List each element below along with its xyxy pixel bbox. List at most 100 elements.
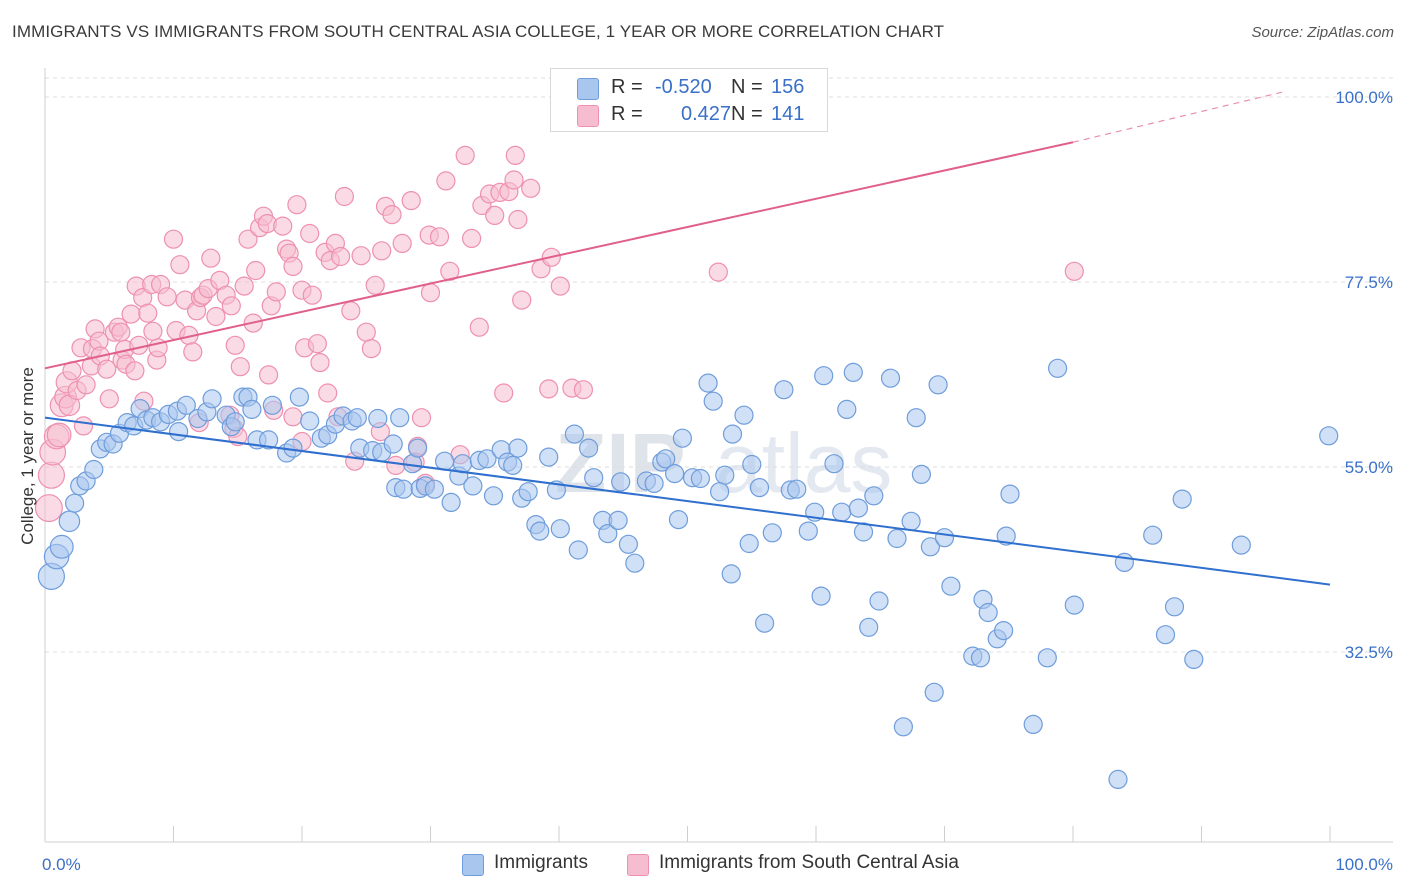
data-point [824, 454, 844, 474]
data-point [668, 509, 689, 530]
pink-swatch [627, 854, 649, 876]
data-point [1231, 535, 1251, 555]
data-point [477, 449, 497, 469]
data-point [334, 186, 354, 207]
data-point [382, 205, 402, 225]
data-point [401, 191, 421, 211]
data-point [225, 335, 245, 355]
data-point [393, 479, 414, 499]
data-point [1064, 261, 1084, 281]
data-point [911, 464, 932, 484]
data-point [721, 564, 741, 584]
data-point [749, 478, 770, 498]
blue-series-points [37, 358, 1339, 790]
data-point [435, 451, 455, 471]
data-point [573, 380, 594, 400]
data-point [73, 416, 94, 436]
data-point [341, 301, 361, 321]
data-point [58, 510, 81, 533]
correlation-legend: R = -0.520 N = 156 R = 0.427 N = 141 [550, 68, 828, 132]
n-label: N = [731, 103, 763, 125]
data-point [266, 282, 286, 302]
data-point [1047, 358, 1068, 378]
data-point [832, 502, 852, 522]
data-point [183, 342, 203, 362]
x-tick-label-min: 0.0% [42, 855, 81, 874]
data-point [906, 408, 926, 428]
data-point [351, 246, 371, 266]
data-point [568, 540, 588, 560]
data-point [234, 276, 254, 296]
data-point [386, 455, 406, 475]
y-tick-label: 55.0% [1345, 458, 1393, 477]
data-point [347, 408, 367, 428]
data-point [441, 492, 461, 512]
data-point [715, 465, 735, 485]
data-point [864, 486, 884, 506]
blue-swatch [577, 78, 599, 100]
data-point [170, 255, 190, 275]
data-point [392, 233, 412, 253]
data-point [941, 576, 961, 596]
data-point [238, 229, 258, 249]
n-value: 141 [771, 103, 805, 125]
data-point [34, 494, 63, 523]
data-point [143, 321, 163, 341]
data-point [512, 290, 532, 310]
data-point [893, 717, 914, 737]
data-point [664, 464, 685, 484]
data-point [859, 617, 879, 637]
data-point [920, 537, 941, 557]
data-point [1143, 525, 1163, 545]
data-point [672, 428, 693, 448]
data-point [625, 553, 645, 573]
data-point [300, 411, 320, 431]
data-point [578, 438, 599, 458]
data-point [996, 526, 1016, 546]
data-point [734, 405, 754, 425]
data-point [504, 170, 524, 190]
data-point [424, 479, 444, 499]
data-point [1155, 625, 1176, 645]
data-point [848, 498, 869, 518]
data-point [618, 534, 639, 554]
data-point [754, 613, 775, 633]
y-axis-title: College, 1 year or more [18, 367, 37, 545]
data-point [564, 424, 585, 444]
n-label: N = [731, 76, 763, 98]
data-point [202, 389, 222, 409]
data-point [390, 408, 410, 428]
data-point [283, 407, 303, 427]
data-point [97, 359, 117, 379]
data-point [453, 454, 473, 474]
data-point [539, 379, 559, 399]
data-point [287, 195, 307, 215]
data-point [1184, 649, 1204, 670]
data-point [225, 412, 245, 432]
data-point [99, 389, 119, 409]
data-point [598, 523, 618, 544]
data-point [372, 241, 392, 261]
data-point [530, 521, 550, 541]
y-tick-label: 77.5% [1345, 273, 1393, 292]
data-point [811, 586, 831, 606]
data-point [356, 322, 376, 342]
data-point [762, 523, 782, 543]
data-point [508, 209, 528, 230]
data-point [138, 303, 158, 323]
data-point [49, 534, 74, 559]
data-point [814, 366, 834, 386]
x-tick-label-max: 100.0% [1335, 855, 1393, 874]
data-point [843, 362, 863, 382]
data-point [698, 373, 718, 393]
y-tick-label: 100.0% [1335, 88, 1393, 107]
data-point [1023, 714, 1043, 735]
blue-swatch [462, 854, 484, 876]
r-value: 0.427 [681, 103, 732, 125]
data-point [163, 229, 184, 249]
data-point [837, 399, 857, 419]
legend-label: Immigrants from South Central Asia [659, 852, 959, 873]
data-point [869, 591, 889, 611]
data-point [462, 228, 482, 248]
data-point [246, 260, 266, 281]
